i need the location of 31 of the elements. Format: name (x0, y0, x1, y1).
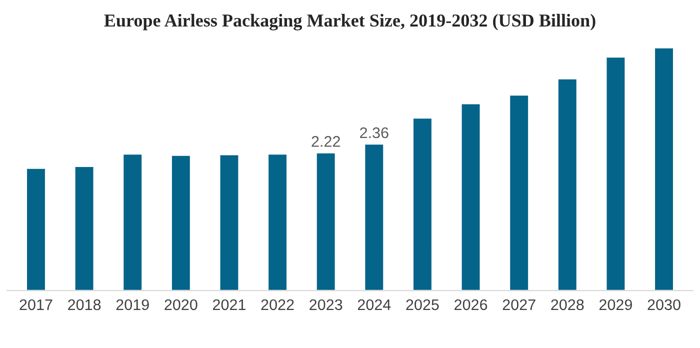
data-label: 2.22 (312, 136, 340, 147)
bar (605, 56, 626, 291)
bar (460, 102, 482, 291)
x-tick-label: 2020 (164, 299, 198, 310)
x-tick-label: 2019 (116, 299, 149, 310)
bar (122, 153, 143, 291)
x-tick-label: 2024 (358, 299, 391, 310)
x-tick-label: 2026 (454, 299, 488, 310)
x-tick-label: 2022 (261, 299, 294, 310)
bar (315, 152, 336, 291)
bar (412, 117, 433, 291)
bar (74, 166, 95, 291)
x-tick-label: 2023 (310, 299, 342, 310)
bar (218, 154, 240, 291)
x-tick-label: 2028 (551, 299, 584, 310)
x-tick-label: 2025 (406, 299, 439, 310)
x-tick-label: 2027 (502, 299, 536, 310)
x-tick-label: 2030 (648, 299, 680, 310)
x-tick-label: 2018 (68, 299, 101, 310)
bar (508, 94, 530, 291)
bar (557, 78, 578, 291)
bar (267, 153, 288, 291)
bar (26, 168, 46, 291)
x-tick-label: 2017 (20, 299, 52, 310)
chart-title: Europe Airless Packaging Market Size, 2019-2032 (USD Billion) (104, 14, 596, 30)
data-label: 2.36 (360, 127, 388, 138)
x-tick-label: 2021 (213, 299, 246, 310)
bar (364, 143, 385, 291)
bar (170, 154, 192, 291)
bar (654, 46, 674, 291)
x-tick-label: 2029 (599, 299, 632, 310)
